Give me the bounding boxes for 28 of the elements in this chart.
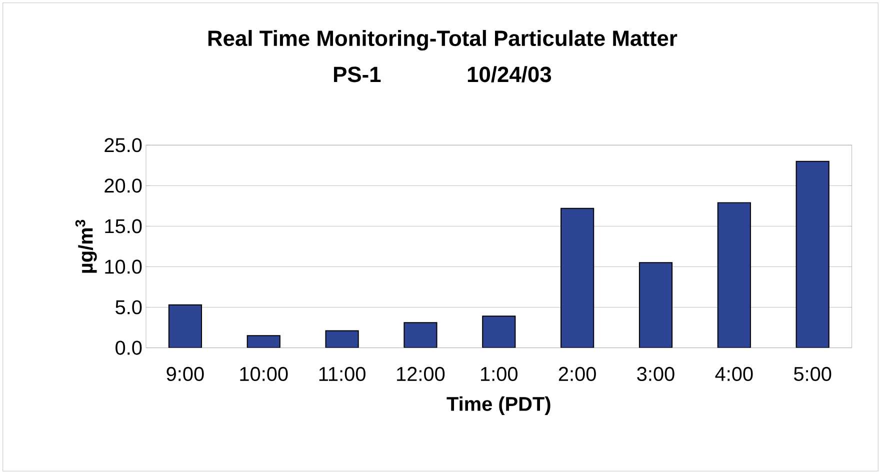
chart-subtitle: PS-1 10/24/03: [334, 66, 552, 82]
x-axis-title: Time (PDT): [446, 396, 550, 415]
bar: [247, 336, 280, 348]
x-tick-label: 3:00: [637, 366, 674, 382]
y-tick-label: 15.0: [105, 219, 142, 234]
chart-title: Real Time Monitoring-Total Particulate Matter: [208, 30, 678, 51]
bar: [168, 304, 202, 348]
x-tick-label: 2:00: [558, 366, 596, 382]
bar: [638, 262, 673, 348]
bar: [560, 208, 594, 348]
bar: [717, 202, 751, 348]
bar: [482, 316, 516, 348]
x-tick-label: 4:00: [715, 366, 753, 382]
y-tick-label: 10.0: [105, 260, 142, 274]
bar: [796, 160, 830, 348]
y-tick-label: 20.0: [104, 178, 142, 193]
x-tick-label: 12:00: [397, 366, 445, 382]
x-tick-label: 11:00: [319, 366, 366, 382]
y-tick-label: 0.0: [116, 340, 142, 355]
bar: [325, 330, 359, 348]
x-tick-label: 1:00: [481, 366, 518, 382]
y-tick-label: 5.0: [116, 300, 142, 314]
y-axis-title: µg/m$^{3}$: [75, 220, 97, 273]
y-tick-label: 25.0: [104, 138, 142, 152]
bar: [404, 322, 438, 348]
x-tick-label: 10:00: [240, 366, 288, 382]
x-tick-label: 5:00: [794, 366, 832, 382]
x-tick-label: 9:00: [166, 366, 204, 382]
